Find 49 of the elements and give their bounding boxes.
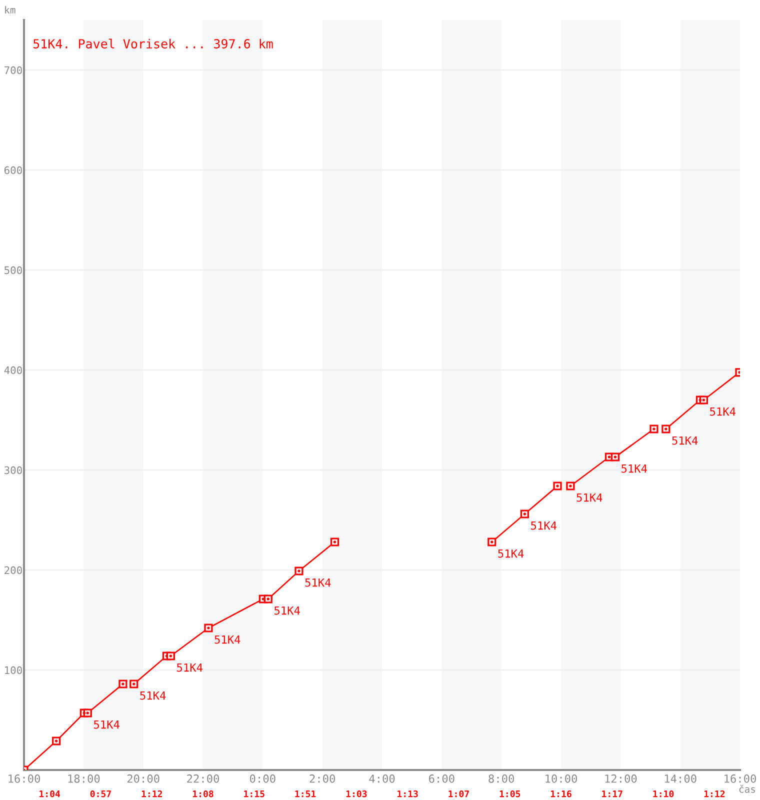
x-tick-label: 14:00 [664, 774, 696, 783]
annotation: 51K4 [214, 635, 240, 644]
text: 1:51 [295, 790, 316, 798]
annotation: 51K4 [177, 663, 202, 672]
annotation: 51K4 [274, 606, 300, 615]
annotation: 51K4 [622, 464, 647, 473]
y-axis-title: km [5, 6, 16, 14]
annotation: 51K4 [498, 549, 524, 558]
y-tick-label: 300 [4, 466, 22, 474]
text: 0:57 [90, 790, 111, 798]
text: 1:13 [398, 790, 418, 798]
x-tick-label: 0:00 [250, 774, 276, 783]
x-tick-label: 4:00 [369, 774, 395, 783]
text: 1:17 [602, 790, 622, 798]
text: 1:08 [192, 790, 214, 798]
text: 51K4. Pavel Vorisek ... 397.6 km [33, 38, 273, 48]
text: 1:10 [653, 790, 674, 798]
y-tick-label: 600 [4, 166, 22, 174]
text: 1:03 [346, 790, 367, 798]
annotation: 51K4 [710, 407, 736, 416]
annotation: 51K4 [305, 578, 331, 587]
text: 1:16 [550, 790, 572, 798]
text: 1:15 [244, 790, 264, 798]
x-tick-label: 22:00 [187, 774, 220, 783]
text: 1:12 [142, 790, 162, 798]
text: 1:12 [704, 790, 725, 798]
x-tick-label: 2:00 [310, 774, 335, 783]
y-tick-label: 400 [4, 366, 22, 374]
annotation: 51K4 [140, 691, 166, 700]
annotation: 51K4 [531, 521, 556, 530]
x-tick-label: 6:00 [429, 774, 454, 783]
x-tick-label: 20:00 [127, 774, 160, 783]
y-tick-label: 700 [4, 66, 22, 74]
x-tick-label: 18:00 [68, 774, 100, 783]
text: 1:05 [500, 790, 520, 798]
x-axis-title: čas [739, 784, 756, 793]
x-tick-label: 8:00 [488, 774, 514, 783]
y-tick-label: 100 [5, 666, 22, 674]
y-tick-label: 200 [4, 566, 22, 574]
text: 1:04 [40, 790, 60, 798]
annotation: 51K4 [672, 436, 698, 445]
annotation: 51K4 [94, 720, 120, 729]
x-tick-label: 16:00 [8, 774, 40, 783]
annotation: 51K4 [576, 493, 602, 502]
y-tick-label: 500 [4, 266, 22, 274]
text: 1:07 [448, 790, 469, 798]
x-tick-label: 12:00 [605, 774, 637, 783]
x-tick-label: 16:00 [724, 774, 756, 783]
x-tick-label: 10:00 [546, 774, 578, 783]
